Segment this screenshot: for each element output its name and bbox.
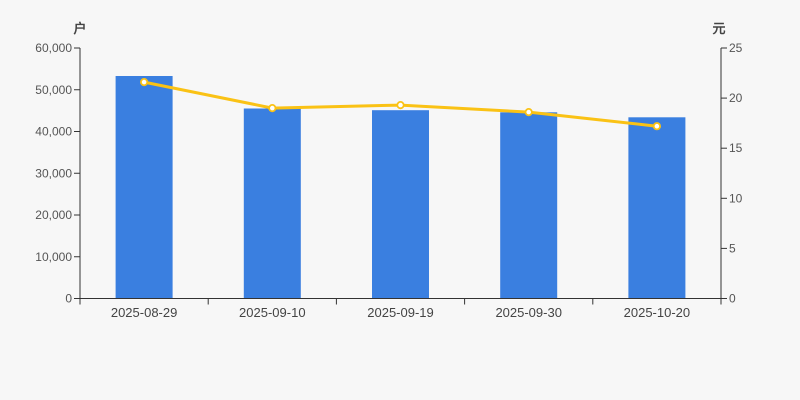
right-tick-label: 10	[729, 191, 743, 205]
axes-group	[74, 47, 727, 305]
axis-labels-group: 0 10,000 20,000 30,000 40,000 50,000 60,000 0 5 1…	[35, 41, 742, 320]
left-axis-unit-label: 户	[73, 21, 86, 36]
left-tick-label: 50,000	[35, 83, 72, 97]
right-tick-label: 25	[729, 41, 743, 55]
left-tick-label: 30,000	[35, 166, 72, 180]
right-tick-label: 15	[729, 141, 743, 155]
price-line-group	[140, 78, 662, 131]
date-label: 2025-09-10	[239, 305, 306, 320]
left-tick-label: 40,000	[35, 125, 72, 139]
price-point-2025-08-29[interactable]	[140, 78, 149, 87]
price-point-2025-09-19[interactable]	[396, 101, 405, 110]
bar-2025-10-20[interactable]	[628, 117, 686, 299]
left-tick-label: 60,000	[35, 41, 72, 55]
bar-2025-09-10[interactable]	[243, 108, 301, 299]
price-point-2025-09-10[interactable]	[268, 104, 277, 113]
date-label: 2025-09-19	[367, 305, 434, 320]
bars-group	[115, 76, 686, 299]
right-tick-label: 0	[729, 292, 736, 306]
left-tick-label: 20,000	[35, 208, 72, 222]
date-label: 2025-09-30	[495, 305, 562, 320]
right-tick-label: 20	[729, 91, 743, 105]
right-tick-label: 5	[729, 241, 736, 255]
bar-2025-09-30[interactable]	[500, 112, 558, 299]
left-tick-label: 10,000	[35, 250, 72, 264]
price-point-2025-10-20[interactable]	[652, 122, 662, 131]
left-tick-label: 0	[65, 292, 72, 306]
right-axis-unit-label: 元	[712, 21, 725, 36]
bar-2025-08-29[interactable]	[115, 76, 173, 299]
bar-2025-09-19[interactable]	[372, 110, 429, 299]
date-label: 2025-10-20	[624, 305, 691, 320]
price-point-2025-09-30[interactable]	[524, 108, 533, 117]
date-label: 2025-08-29	[111, 305, 178, 320]
